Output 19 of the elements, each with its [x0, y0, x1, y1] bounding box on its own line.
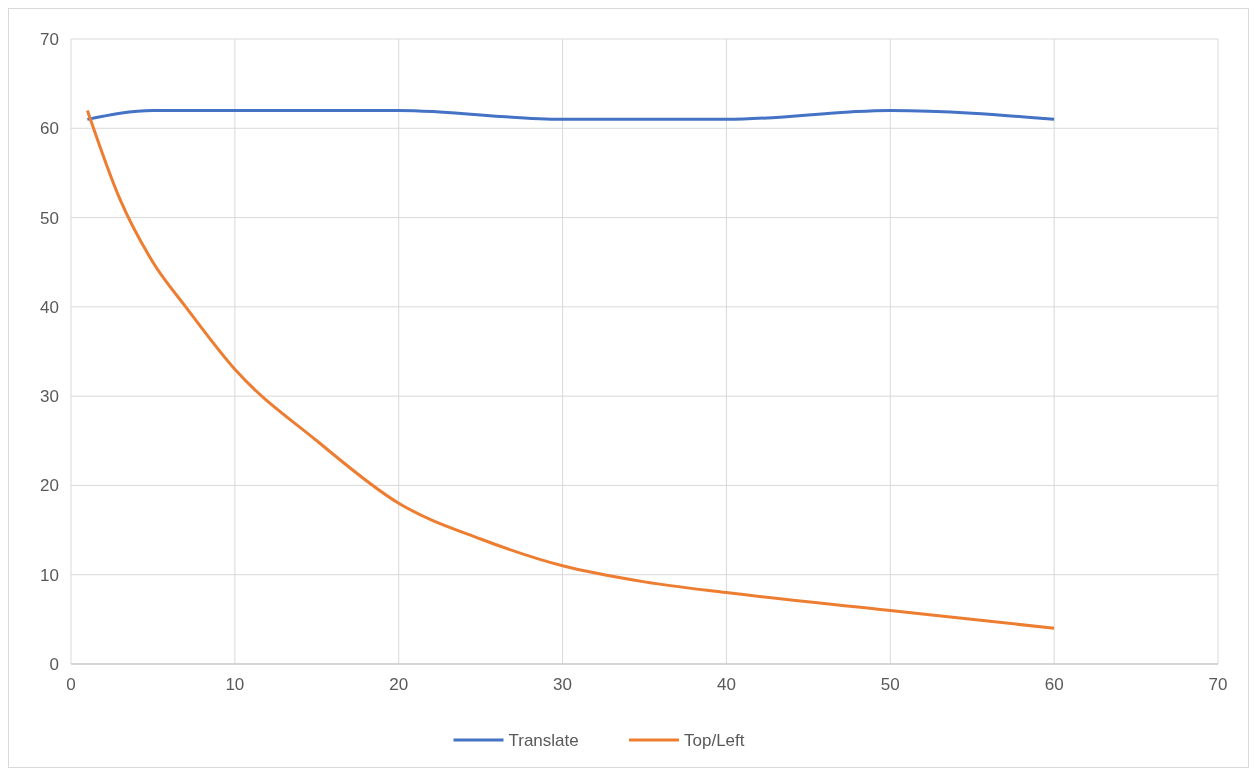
y-tick-label: 20 — [40, 476, 59, 496]
y-tick-label: 70 — [40, 29, 59, 49]
x-tick-label: 60 — [1044, 675, 1064, 694]
x-tick-label: 30 — [553, 675, 573, 694]
y-tick-label: 50 — [40, 208, 59, 228]
y-tick-label: 40 — [40, 297, 59, 317]
legend-label: Translate — [508, 730, 579, 750]
line-series — [85, 108, 1056, 630]
y-tick-label: 30 — [40, 387, 59, 407]
x-tick-label: 40 — [716, 675, 736, 694]
x-tick-label: 50 — [880, 675, 900, 694]
x-tick-label: 20 — [389, 675, 409, 694]
x-tick-label: 10 — [225, 675, 245, 694]
y-tick-label: 0 — [49, 654, 59, 674]
x-tick-label: 70 — [1208, 675, 1228, 694]
x-tick-label: 0 — [66, 675, 76, 694]
y-tick-label: 60 — [40, 119, 59, 139]
legend-label: Top/Left — [684, 730, 745, 750]
y-tick-label: 10 — [40, 565, 59, 585]
